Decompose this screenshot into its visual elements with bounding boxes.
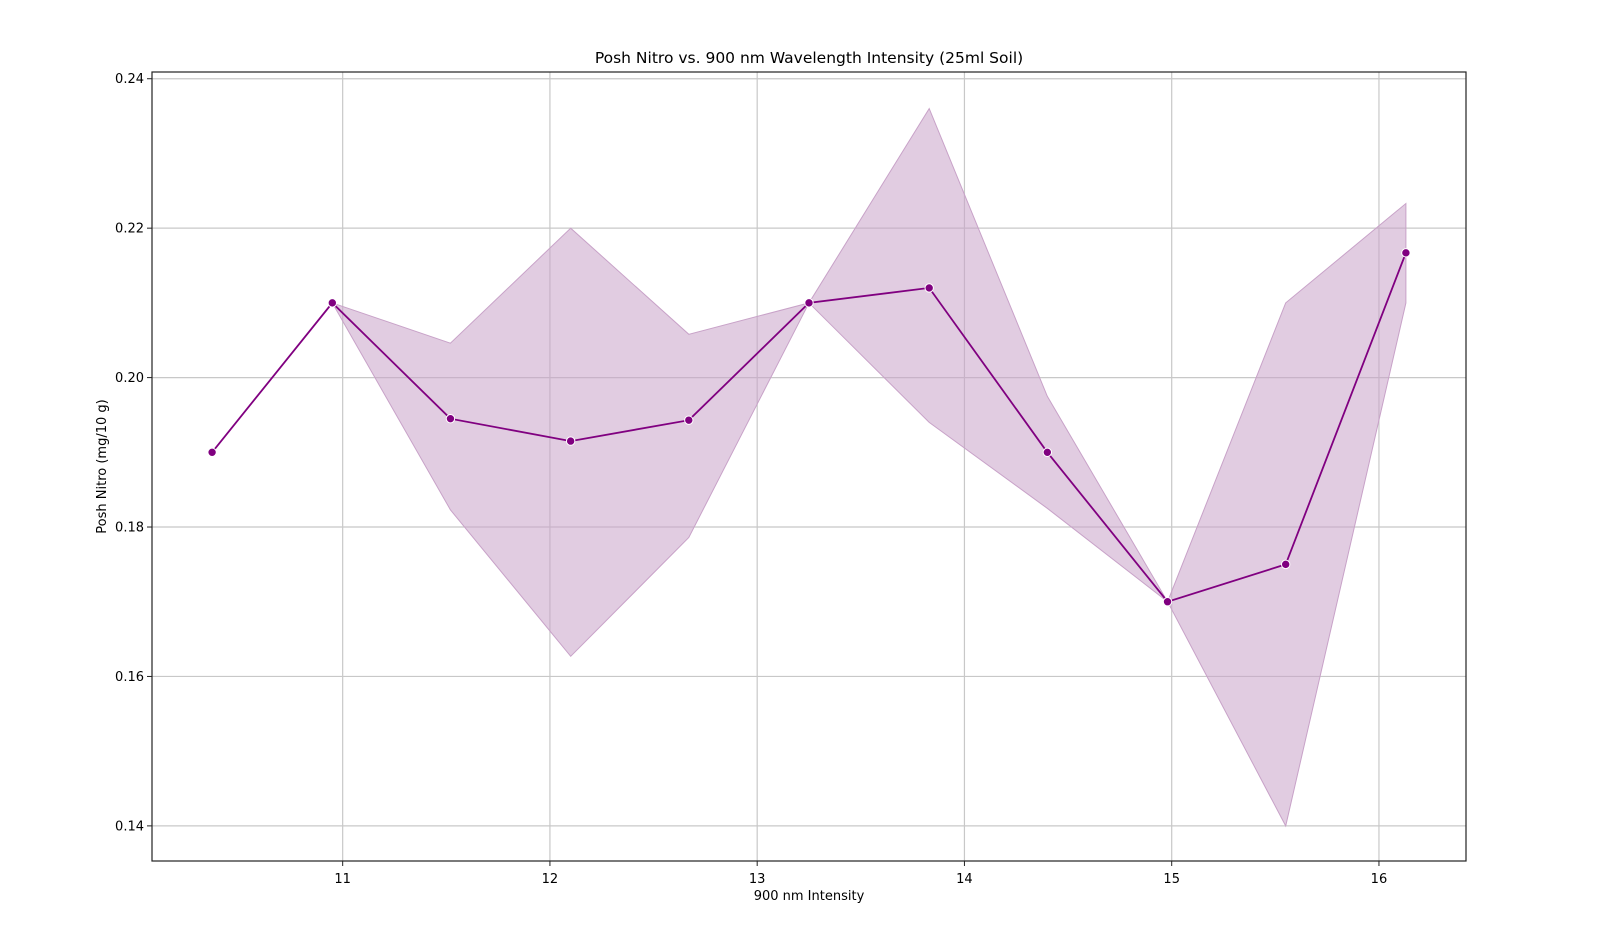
x-axis-ticks: 11 12 13 14 15 16 xyxy=(334,861,1387,887)
y-tick-label: 0.16 xyxy=(115,670,144,685)
grid-lines xyxy=(152,72,1466,861)
x-tick-label: 16 xyxy=(1371,872,1388,887)
y-tick-label: 0.18 xyxy=(115,521,144,536)
data-point xyxy=(445,413,456,424)
data-point xyxy=(327,298,338,308)
data-point xyxy=(1162,597,1173,607)
plot-area-frame xyxy=(151,71,1467,862)
data-point xyxy=(684,415,694,425)
x-axis-label: 900 nm Intensity xyxy=(754,889,865,904)
y-axis-label: Posh Nitro (mg/10 g) xyxy=(95,399,110,533)
data-point xyxy=(804,298,814,308)
x-tick-label: 12 xyxy=(542,872,559,887)
x-tick-label: 11 xyxy=(334,872,351,887)
y-tick-label: 0.20 xyxy=(115,371,144,386)
y-tick-label: 0.22 xyxy=(115,222,144,237)
data-point xyxy=(1042,447,1053,458)
data-point xyxy=(207,447,217,458)
x-tick-label: 13 xyxy=(749,872,766,887)
data-point xyxy=(1280,559,1291,570)
y-tick-label: 0.14 xyxy=(115,819,144,834)
x-tick-label: 15 xyxy=(1163,872,1180,887)
x-tick-label: 14 xyxy=(956,872,973,887)
confidence-band xyxy=(211,107,1407,828)
y-tick-label: 0.24 xyxy=(115,72,144,87)
y-axis-ticks: 0.14 0.16 0.18 0.20 0.22 0.24 xyxy=(115,72,152,834)
data-point xyxy=(924,283,934,293)
data-point xyxy=(565,436,576,446)
data-point xyxy=(1401,248,1411,258)
data-points xyxy=(207,248,1411,607)
chart-title: Posh Nitro vs. 900 nm Wavelength Intensi… xyxy=(595,49,1023,67)
